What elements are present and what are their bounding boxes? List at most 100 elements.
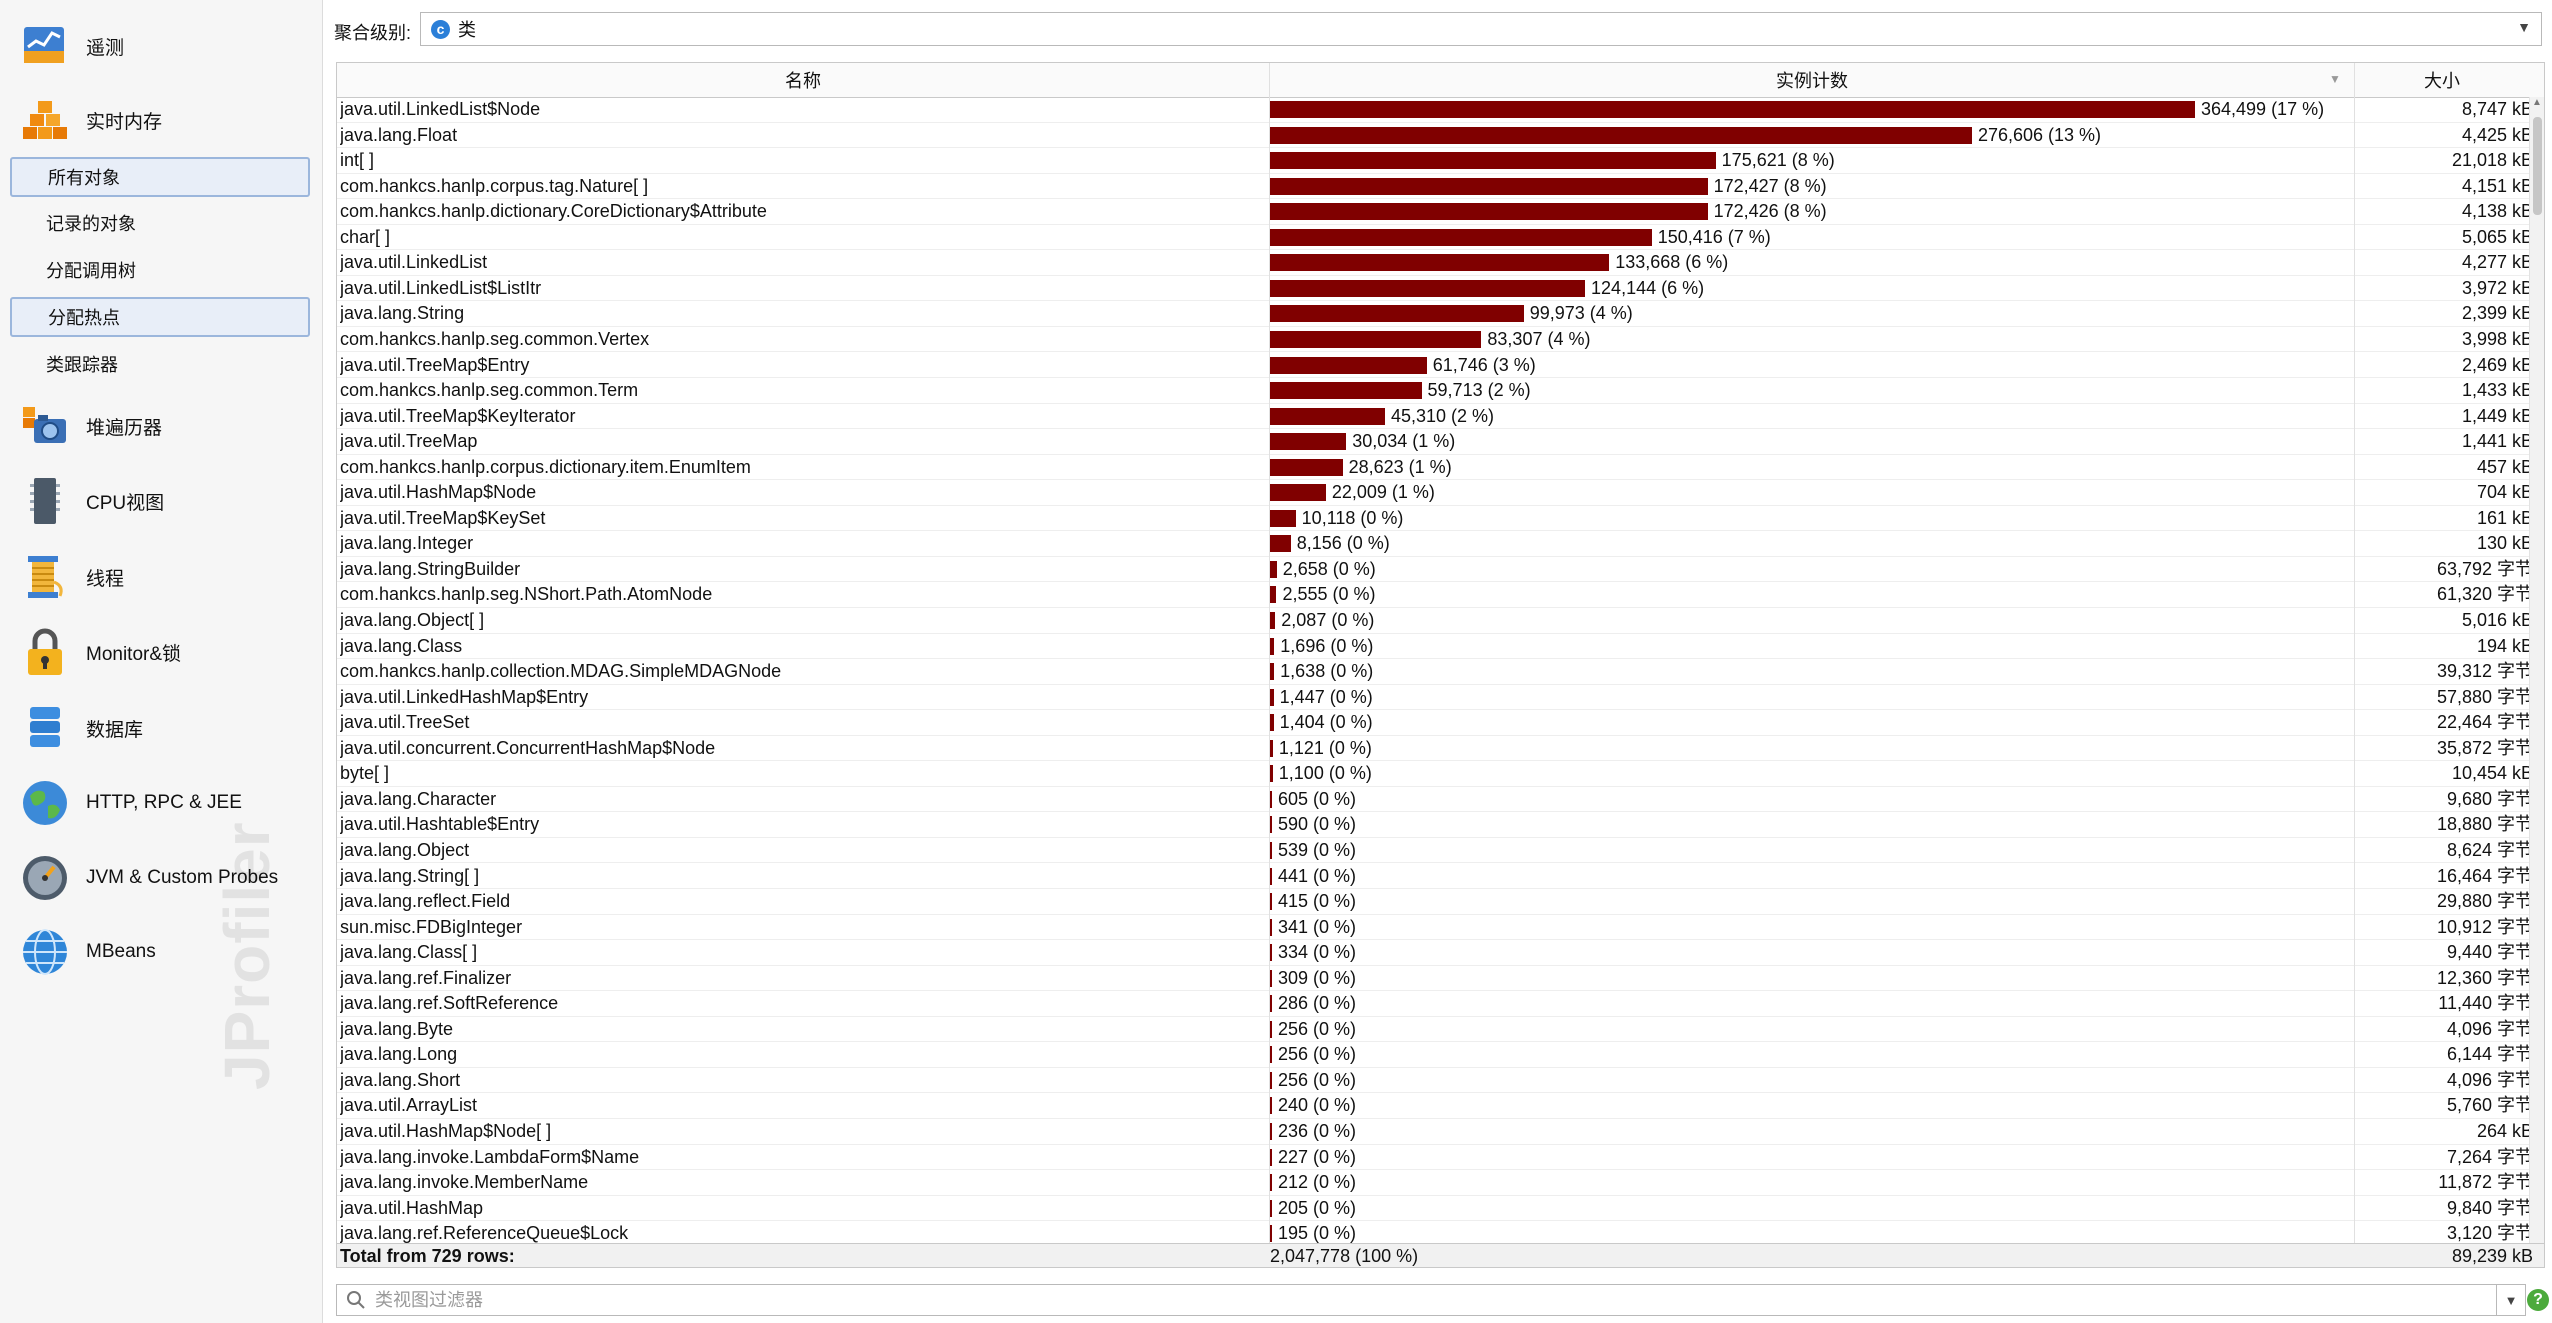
sub-all-objects[interactable]: 所有对象	[10, 157, 310, 197]
sub-recorded-objects[interactable]: 记录的对象	[46, 214, 136, 234]
count-bar	[1270, 688, 1274, 706]
table-row[interactable]: com.hankcs.hanlp.seg.common.Term 59,713 (…	[337, 378, 2544, 404]
table-row[interactable]: byte[ ] 1,100 (0 %) 10,454 kB	[337, 761, 2544, 787]
table-row[interactable]: com.hankcs.hanlp.seg.NShort.Path.AtomNod…	[337, 582, 2544, 608]
size-cell: 21,018 kB	[2451, 150, 2533, 171]
header-name[interactable]: 名称	[337, 63, 1270, 97]
table-row[interactable]: java.lang.Float 276,606 (13 %) 4,425 kB	[337, 123, 2544, 149]
nav-http-rpc-jee[interactable]: HTTP, RPC & JEE	[20, 771, 310, 835]
table-row[interactable]: com.hankcs.hanlp.seg.common.Vertex 83,307…	[337, 327, 2544, 353]
table-row[interactable]: com.hankcs.hanlp.corpus.dictionary.item.…	[337, 455, 2544, 481]
header-instance-count[interactable]: 实例计数	[1270, 63, 2355, 97]
filter-dropdown-button[interactable]: ▼	[2496, 1285, 2525, 1315]
nav-mbeans[interactable]: MBeans	[20, 920, 310, 984]
table-row[interactable]: java.util.ArrayList 240 (0 %) 5,760 字节	[337, 1093, 2544, 1119]
table-row[interactable]: java.lang.Byte 256 (0 %) 4,096 字节	[337, 1017, 2544, 1043]
nav-databases[interactable]: 数据库	[20, 696, 310, 760]
count-bar	[1270, 1148, 1272, 1166]
size-cell: 130 kB	[2476, 533, 2533, 554]
table-row[interactable]: java.lang.invoke.LambdaForm$Name 227 (0 %…	[337, 1145, 2544, 1171]
header-size[interactable]: 大小	[2424, 71, 2460, 91]
table-row[interactable]: java.util.LinkedList 133,668 (6 %) 4,277 k…	[337, 250, 2544, 276]
count-bar	[1270, 228, 1652, 246]
table-row[interactable]: com.hankcs.hanlp.dictionary.CoreDictiona…	[337, 199, 2544, 225]
database-icon	[20, 703, 70, 753]
size-cell: 2,399 kB	[2461, 303, 2533, 324]
table-row[interactable]: java.lang.ref.SoftReference 286 (0 %) 11,4…	[337, 991, 2544, 1017]
table-row[interactable]: java.util.TreeMap$KeyIterator 45,310 (2 %…	[337, 404, 2544, 430]
instance-count-cell: 227 (0 %)	[1270, 1145, 2350, 1170]
table-row[interactable]: java.lang.String 99,973 (4 %) 2,399 kB	[337, 301, 2544, 327]
class-name-cell: java.lang.ref.SoftReference	[340, 993, 559, 1014]
count-label: 61,746 (3 %)	[1432, 354, 1536, 375]
table-row[interactable]: java.util.TreeMap$Entry 61,746 (3 %) 2,469…	[337, 353, 2544, 378]
table-row[interactable]: java.util.concurrent.ConcurrentHashMap$N…	[337, 736, 2544, 762]
table-row[interactable]: com.hankcs.hanlp.corpus.tag.Nature[ ] 172…	[337, 174, 2544, 200]
table-row[interactable]: char[ ] 150,416 (7 %) 5,065 kB	[337, 225, 2544, 251]
nav-cpu-views[interactable]: CPU视图	[20, 469, 310, 533]
scrollbar-thumb[interactable]	[2533, 117, 2542, 215]
class-name-cell: com.hankcs.hanlp.corpus.dictionary.item.…	[340, 456, 751, 477]
table-row[interactable]: java.util.TreeMap 30,034 (1 %) 1,441 kB	[337, 429, 2544, 455]
table-row[interactable]: java.util.HashMap$Node[ ] 236 (0 %) 264 kB	[337, 1119, 2544, 1145]
table-row[interactable]: java.lang.Integer 8,156 (0 %) 130 kB	[337, 531, 2544, 557]
nav-threads[interactable]: 线程	[20, 545, 310, 609]
table-row[interactable]: java.lang.String[ ] 441 (0 %) 16,464 字节	[337, 864, 2544, 889]
nav-telemetry[interactable]: 遥测	[20, 14, 310, 78]
table-row[interactable]: java.lang.reflect.Field 415 (0 %) 29,880 字…	[337, 889, 2544, 915]
table-row[interactable]: java.lang.Object[ ] 2,087 (0 %) 5,016 kB	[337, 608, 2544, 634]
instance-count-cell: 605 (0 %)	[1270, 787, 2350, 812]
instance-count-cell: 1,638 (0 %)	[1270, 659, 2350, 684]
count-label: 590 (0 %)	[1278, 814, 1357, 835]
table-row[interactable]: java.util.HashMap$Node 22,009 (1 %) 704 kB	[337, 480, 2544, 506]
instance-count-cell: 364,499 (17 %)	[1270, 97, 2350, 122]
table-row[interactable]: java.util.Hashtable$Entry 590 (0 %) 18,880…	[337, 812, 2544, 838]
nav-label: HTTP, RPC & JEE	[86, 792, 242, 813]
table-row[interactable]: java.lang.Class 1,696 (0 %) 194 kB	[337, 634, 2544, 660]
table-row[interactable]: com.hankcs.hanlp.collection.MDAG.SimpleM…	[337, 659, 2544, 685]
scroll-up-icon[interactable]: ▲	[2532, 97, 2542, 108]
count-label: 30,034 (1 %)	[1352, 431, 1456, 452]
sub-allocation-call-tree[interactable]: 分配调用树	[46, 261, 136, 281]
table-row[interactable]: java.lang.ref.Finalizer 309 (0 %) 12,360 字…	[337, 966, 2544, 992]
nav-monitors-locks[interactable]: Monitor&锁	[20, 620, 310, 684]
table-row[interactable]: java.util.LinkedHashMap$Entry 1,447 (0 %)…	[337, 685, 2544, 711]
table-row[interactable]: java.lang.Short 256 (0 %) 4,096 字节	[337, 1068, 2544, 1094]
class-name-cell: java.util.ArrayList	[340, 1095, 478, 1116]
table-row[interactable]: java.util.LinkedList$ListItr 124,144 (6 %…	[337, 276, 2544, 302]
sub-allocation-hot-spots[interactable]: 分配热点	[10, 297, 310, 337]
help-icon[interactable]: ?	[2527, 1289, 2549, 1311]
table-row[interactable]: java.lang.Object 539 (0 %) 8,624 字节	[337, 838, 2544, 864]
class-name-cell: java.util.LinkedList$ListItr	[340, 277, 542, 298]
count-bar	[1270, 765, 1273, 783]
count-bar	[1270, 152, 1716, 170]
nav-jvm-custom-probes[interactable]: JVM & Custom Probes	[20, 846, 310, 910]
instance-count-cell: 172,427 (8 %)	[1270, 174, 2350, 199]
table-row[interactable]: java.lang.invoke.MemberName 212 (0 %) 11,8…	[337, 1170, 2544, 1196]
nav-heap-walker[interactable]: 堆遍历器	[20, 394, 310, 458]
size-cell: 8,624 字节	[2446, 839, 2533, 860]
table-row[interactable]: java.lang.StringBuilder 2,658 (0 %) 63,792…	[337, 557, 2544, 583]
table-row[interactable]: java.util.TreeMap$KeySet 10,118 (0 %) 161 …	[337, 506, 2544, 532]
size-cell: 22,464 字节	[2436, 712, 2533, 733]
table-row[interactable]: int[ ] 175,621 (8 %) 21,018 kB	[337, 148, 2544, 174]
instance-count-cell: 10,118 (0 %)	[1270, 506, 2350, 531]
table-row[interactable]: java.lang.Class[ ] 334 (0 %) 9,440 字节	[337, 940, 2544, 966]
table-row[interactable]: java.util.TreeSet 1,404 (0 %) 22,464 字节	[337, 710, 2544, 736]
count-label: 2,087 (0 %)	[1281, 610, 1375, 630]
sub-class-tracker[interactable]: 类跟踪器	[46, 355, 118, 375]
vertical-scrollbar[interactable]: ▲	[2529, 97, 2544, 1243]
count-label: 441 (0 %)	[1278, 865, 1357, 886]
table-row[interactable]: java.lang.Character 605 (0 %) 9,680 字节	[337, 787, 2544, 813]
count-bar	[1270, 1225, 1272, 1243]
nav-live-memory[interactable]: 实时内存	[20, 88, 310, 152]
table-row[interactable]: java.lang.Long 256 (0 %) 6,144 字节	[337, 1042, 2544, 1068]
class-name-cell: java.lang.reflect.Field	[340, 891, 511, 912]
table-row[interactable]: java.util.HashMap 205 (0 %) 9,840 字节	[337, 1196, 2544, 1222]
aggregation-level-select[interactable]: c 类 ▼	[420, 12, 2542, 46]
table-row[interactable]: java.util.LinkedList$Node 364,499 (17 %) 8…	[337, 97, 2544, 123]
filter-input[interactable]	[373, 1288, 2496, 1312]
class-name-cell: java.lang.String[ ]	[340, 865, 480, 886]
size-cell: 4,277 kB	[2461, 252, 2533, 273]
table-row[interactable]: sun.misc.FDBigInteger 341 (0 %) 10,912 字节	[337, 915, 2544, 941]
